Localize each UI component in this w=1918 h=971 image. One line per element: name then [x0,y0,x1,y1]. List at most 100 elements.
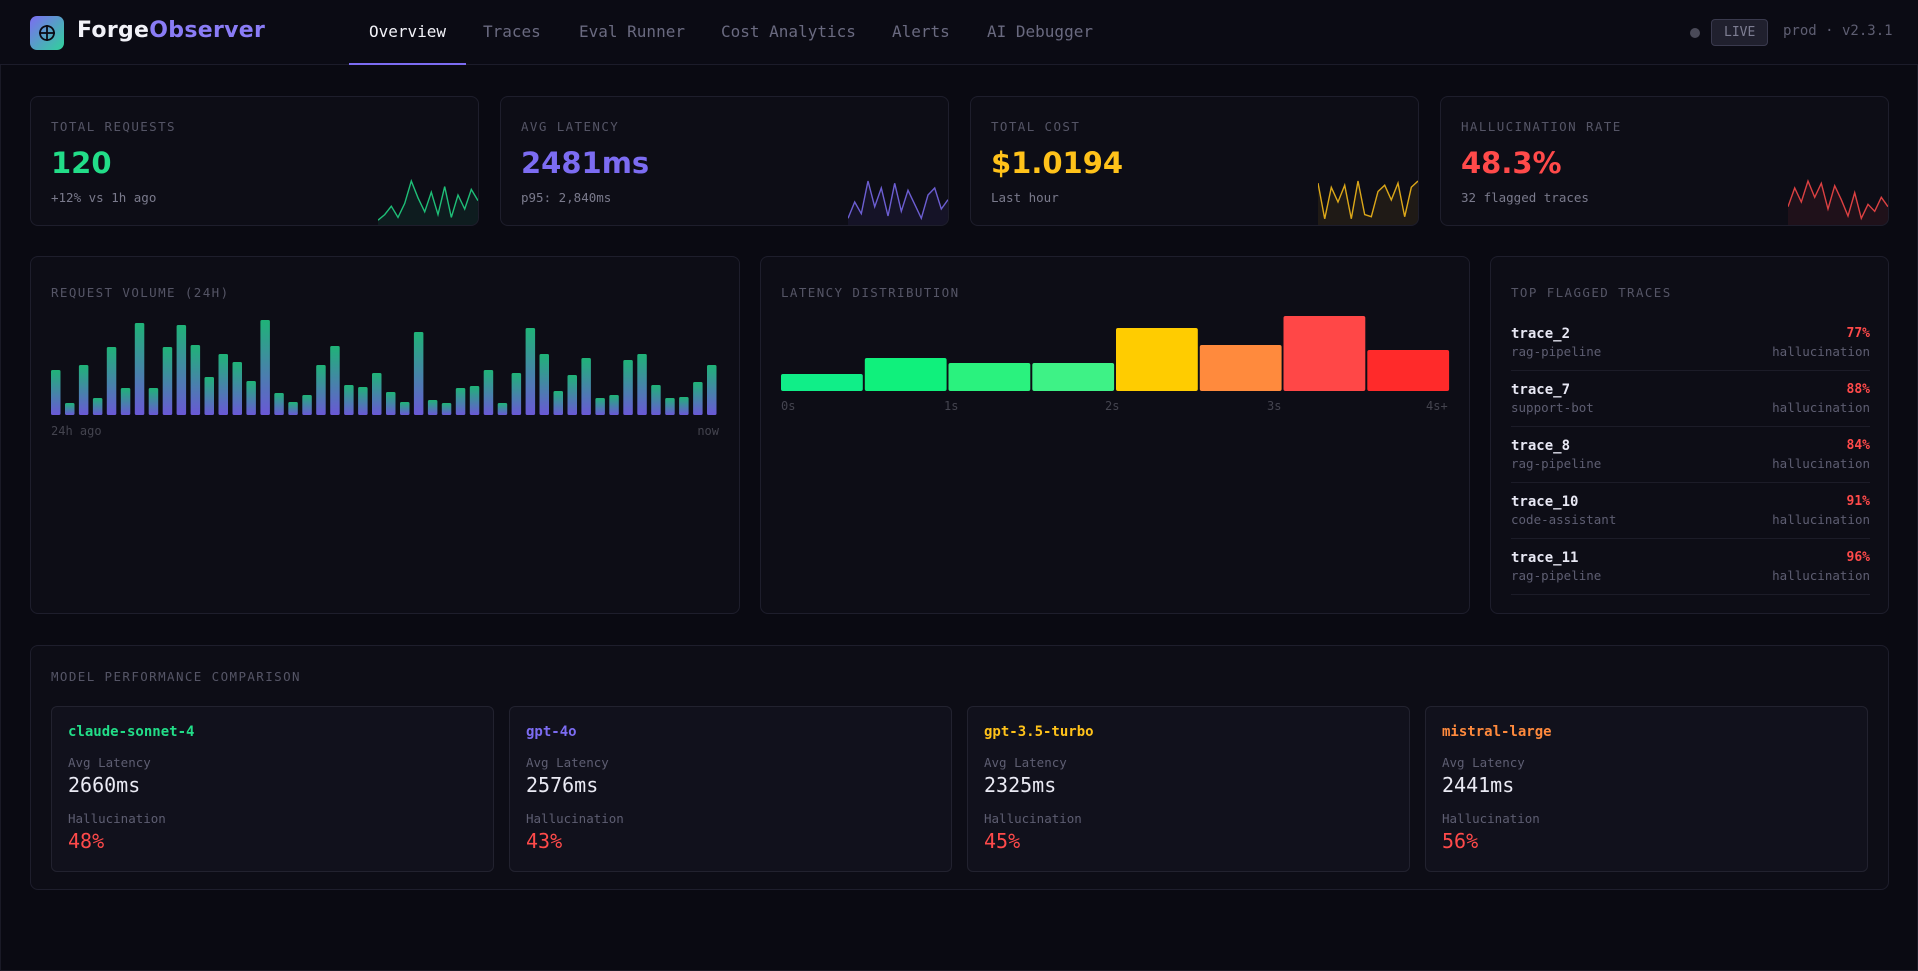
flagged-trace-row[interactable]: trace_11 rag-pipeline 96% hallucination [1511,539,1870,595]
request-volume-bar[interactable] [511,373,522,415]
request-volume-bar[interactable] [413,332,424,415]
request-volume-bar[interactable] [553,391,564,415]
panel-title: MODEL PERFORMANCE COMPARISON [51,669,301,684]
target-icon [39,25,55,41]
live-status-dot [1690,28,1700,38]
flagged-trace-row[interactable]: trace_7 support-bot 88% hallucination [1511,371,1870,427]
request-volume-bar[interactable] [679,397,689,415]
stat-value: 48.3% [1461,146,1562,180]
trace-app: code-assistant [1511,512,1617,527]
latency-distribution-panel: LATENCY DISTRIBUTION 0s 1s 2s 3s 4s+ [760,256,1470,614]
request-volume-bar[interactable] [78,365,89,415]
tab-alerts[interactable]: Alerts [892,22,950,41]
flagged-trace-row[interactable]: trace_8 rag-pipeline 84% hallucination [1511,427,1870,483]
request-volume-bar[interactable] [567,375,578,415]
model-card[interactable]: gpt-4o Avg Latency 2576ms Hallucination … [509,706,952,872]
request-volume-bar[interactable] [344,385,354,415]
request-volume-bar[interactable] [162,347,173,415]
request-volume-bar[interactable] [190,345,201,415]
model-card[interactable]: mistral-large Avg Latency 2441ms Halluci… [1425,706,1868,872]
tab-overview[interactable]: Overview [348,0,467,65]
request-volume-bar[interactable] [581,358,591,415]
latency-bin-bar[interactable] [1199,345,1282,391]
top-nav: ForgeObserver Overview Traces Eval Runne… [0,0,1918,65]
request-volume-bar[interactable] [400,402,410,415]
hallucination-value: 48% [68,829,105,853]
request-volume-bar[interactable] [274,393,284,415]
request-volume-bar[interactable] [609,395,619,415]
panel-title: TOP FLAGGED TRACES [1511,285,1672,300]
latency-value: 2325ms [984,773,1057,797]
request-volume-bar[interactable] [427,400,438,415]
request-volume-bar[interactable] [707,365,717,415]
request-volume-bar[interactable] [525,328,536,415]
trace-hallucination-pct: 96% [1846,550,1870,565]
live-badge[interactable]: LIVE [1711,19,1769,46]
request-volume-bar[interactable] [386,392,396,415]
sparkline [848,180,948,225]
request-volume-bar[interactable] [595,398,605,415]
env-version: prod · v2.3.1 [1783,23,1893,39]
latency-value: 2660ms [68,773,141,797]
panel-title: LATENCY DISTRIBUTION [781,285,960,300]
request-volume-bar[interactable] [120,388,131,415]
request-volume-bar[interactable] [693,382,703,415]
tab-ai-debugger[interactable]: AI Debugger [987,22,1093,41]
request-volume-bar[interactable] [232,362,243,415]
request-volume-bar[interactable] [651,385,661,415]
request-volume-bar[interactable] [260,320,270,415]
request-volume-bar[interactable] [176,325,187,415]
tab-traces[interactable]: Traces [483,22,541,41]
request-volume-bar[interactable] [358,387,368,415]
tab-eval-runner[interactable]: Eval Runner [579,22,685,41]
request-volume-bar[interactable] [539,354,550,415]
request-volume-bar[interactable] [92,398,103,415]
latency-bin-bar[interactable] [1283,316,1366,391]
request-volume-bar[interactable] [483,370,494,415]
trace-hallucination-pct: 84% [1846,438,1870,453]
request-volume-bar[interactable] [665,398,675,415]
latency-bin-bar[interactable] [781,374,863,391]
request-volume-bar[interactable] [65,403,75,415]
request-volume-bar[interactable] [469,386,480,415]
request-volume-bar[interactable] [637,354,647,415]
flagged-trace-row[interactable]: trace_2 rag-pipeline 77% hallucination [1511,315,1870,371]
tab-cost-analytics[interactable]: Cost Analytics [721,22,856,41]
request-volume-bar[interactable] [246,381,256,415]
trace-name: trace_8 [1511,438,1571,454]
request-volume-bar[interactable] [218,354,229,415]
sparkline-line [1788,178,1888,221]
request-volume-bar[interactable] [106,347,117,415]
logo[interactable] [30,16,64,50]
request-volume-bar[interactable] [316,365,326,415]
model-card[interactable]: claude-sonnet-4 Avg Latency 2660ms Hallu… [51,706,494,872]
request-volume-bar[interactable] [497,403,508,415]
request-volume-panel: REQUEST VOLUME (24H) 24h ago now [30,256,740,614]
request-volume-bar[interactable] [134,323,145,415]
flagged-trace-row[interactable]: trace_10 code-assistant 91% hallucinatio… [1511,483,1870,539]
request-volume-bar[interactable] [372,373,382,415]
latency-bin-bar[interactable] [1367,350,1450,391]
latency-bin-bar[interactable] [1032,363,1115,391]
latency-bin-bar[interactable] [864,358,947,391]
request-volume-bar[interactable] [148,388,159,415]
request-volume-bar[interactable] [288,402,298,415]
request-volume-bar[interactable] [302,395,312,415]
hallucination-label: Hallucination [68,811,166,826]
trace-name: trace_11 [1511,550,1579,566]
sparkline [1318,180,1418,225]
request-volume-bar[interactable] [330,346,340,415]
app-name: ForgeObserver [77,18,265,43]
request-volume-bar[interactable] [441,403,452,415]
latency-bin-bar[interactable] [948,363,1031,391]
request-volume-bar[interactable] [623,360,633,415]
sparkline-area [1318,181,1418,225]
request-volume-bar[interactable] [204,377,215,415]
request-volume-bar[interactable] [51,370,61,415]
top-flagged-traces-panel: TOP FLAGGED TRACES trace_2 rag-pipeline … [1490,256,1889,614]
request-volume-bar[interactable] [455,388,466,415]
hallucination-value: 45% [984,829,1021,853]
latency-bin-bar[interactable] [1116,328,1198,391]
model-card[interactable]: gpt-3.5-turbo Avg Latency 2325ms Halluci… [967,706,1410,872]
model-name: mistral-large [1442,724,1552,740]
